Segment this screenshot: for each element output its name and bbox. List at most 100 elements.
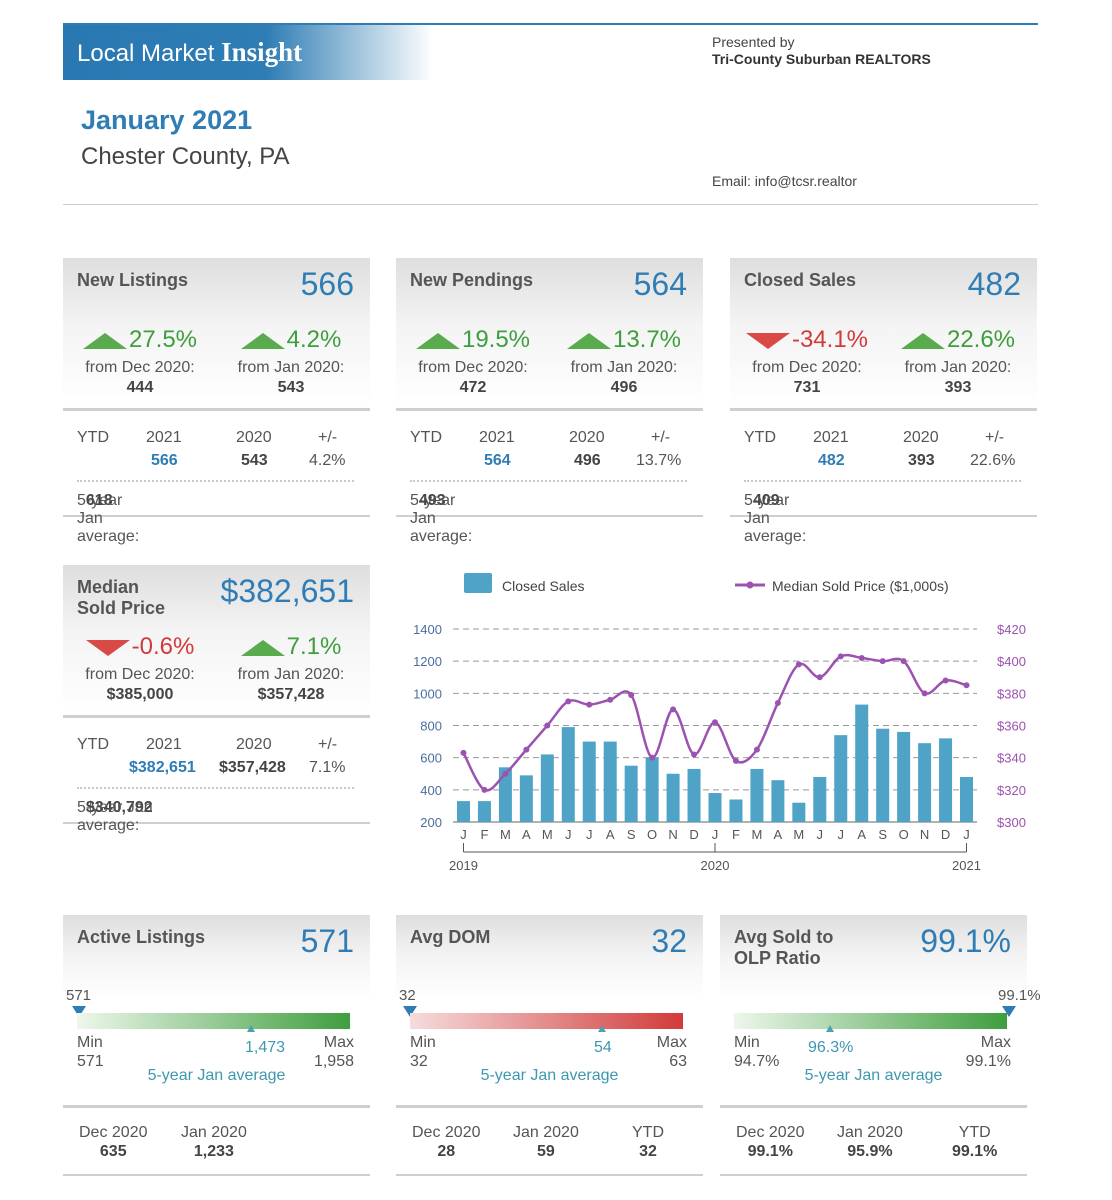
bar-closed-sales	[603, 741, 617, 822]
presented-by-label: Presented by	[712, 34, 795, 50]
card-new-pendings: New Pendings 564 19.5% 13.7% from Dec 20…	[396, 258, 703, 545]
x-tick-label: N	[668, 827, 677, 842]
year-label: 2021	[952, 858, 981, 873]
mom-change: 27.5%	[65, 326, 215, 354]
bar-closed-sales	[477, 801, 491, 822]
point-median-price	[942, 677, 949, 684]
current-marker-icon	[72, 1006, 86, 1017]
gauge-footer: Dec 2020 28 Jan 2020 59 YTD 32	[396, 1108, 703, 1176]
footer-item: Jan 2020 1,233	[181, 1124, 247, 1160]
bar-closed-sales	[540, 754, 554, 822]
gauge-sold-olp-ratio: Avg Sold to OLP Ratio 99.1% 99.1% Min 94.7…	[720, 915, 1041, 1176]
organization-name: Tri-County Suburban REALTORS	[712, 51, 931, 67]
x-tick-label: M	[500, 827, 511, 842]
point-median-price	[858, 654, 865, 661]
card-value: 482	[967, 266, 1021, 302]
point-median-price	[795, 661, 802, 668]
yoy-from: from Jan 2020: 543	[237, 359, 345, 396]
yoy-from: from Jan 2020: 496	[570, 359, 678, 396]
bar-closed-sales	[708, 793, 722, 822]
x-tick-label: J	[460, 827, 467, 842]
ytd-section: YTD 2021 2020 +/- 564 496 13.7% 5-year J…	[396, 411, 703, 545]
gauge-average-label: 5-year Jan average	[804, 1067, 943, 1084]
x-tick-label: A	[522, 827, 531, 842]
card-new-listings: New Listings 566 27.5% 4.2% from Dec 202…	[63, 258, 370, 545]
card-title: Median Sold Price	[77, 577, 166, 618]
report-county: Chester County, PA	[81, 143, 290, 170]
bar-closed-sales	[771, 780, 785, 822]
x-tick-label: F	[732, 827, 740, 842]
point-median-price	[753, 746, 760, 753]
x-tick-label: A	[606, 827, 615, 842]
gauge-title: Avg DOM	[410, 927, 491, 947]
point-median-price	[649, 754, 656, 761]
bar-closed-sales	[960, 776, 974, 822]
ytd-change: 22.6%	[970, 452, 1016, 469]
card-value: 566	[300, 266, 354, 302]
bar-closed-sales	[561, 727, 575, 822]
up-arrow-icon	[82, 332, 127, 349]
ytd-section: YTD 2021 2020 +/- 566 543 4.2% 5-year Ja…	[63, 411, 370, 545]
x-tick-label: J	[817, 827, 824, 842]
gauge-title: Avg Sold to OLP Ratio	[734, 927, 834, 968]
x-tick-label: J	[586, 827, 593, 842]
up-arrow-icon	[415, 332, 460, 349]
ytd-change: 4.2%	[309, 452, 346, 469]
point-median-price	[586, 701, 593, 708]
ytd-previous: 543	[241, 452, 268, 469]
point-median-price	[963, 682, 970, 689]
gauge-average-label: 5-year Jan average	[480, 1067, 619, 1084]
point-median-price	[544, 722, 551, 729]
y-right-tick: $320	[997, 783, 1026, 798]
point-median-price	[502, 770, 509, 777]
five-year-average: 5-year Jan average: 618	[77, 492, 140, 545]
y-right-tick: $340	[997, 751, 1026, 766]
mom-from: from Dec 2020: 731	[752, 359, 862, 396]
gauge-value: 99.1%	[920, 923, 1011, 959]
y-left-tick: 400	[420, 783, 442, 798]
bar-closed-sales	[750, 768, 764, 822]
x-tick-label: M	[542, 827, 553, 842]
ytd-previous: 496	[574, 452, 601, 469]
gauge-title: Active Listings	[77, 927, 206, 947]
five-year-average: 5-year Jan average: 409	[744, 492, 807, 545]
up-arrow-icon	[240, 332, 285, 349]
bar-closed-sales	[687, 768, 701, 822]
card-value: 564	[633, 266, 687, 302]
ytd-section: YTD 2021 2020 +/- 482 393 22.6% 5-year J…	[730, 411, 1037, 545]
card-title: New Pendings	[410, 270, 534, 290]
point-median-price	[460, 749, 467, 756]
year-label: 2020	[701, 858, 730, 873]
y-right-tick: $300	[997, 815, 1026, 830]
bar-closed-sales	[876, 728, 890, 822]
mom-change: -34.1%	[732, 326, 882, 354]
ytd-current: 566	[151, 452, 178, 469]
dotted-divider	[77, 480, 354, 482]
x-tick-label: D	[941, 827, 950, 842]
point-median-price	[523, 746, 530, 753]
yoy-change: 22.6%	[883, 326, 1033, 354]
gauge-min: Min 94.7%	[734, 1034, 780, 1070]
x-tick-label: J	[838, 827, 845, 842]
bar-closed-sales	[834, 735, 848, 822]
card-title: Closed Sales	[744, 270, 857, 290]
gauge-max: Max 63	[656, 1034, 687, 1070]
card-title: New Listings	[77, 270, 189, 290]
contact-email: Email: info@tcsr.realtor	[712, 173, 857, 189]
legend-swatch-point	[746, 581, 754, 589]
card-closed-sales: Closed Sales 482 -34.1% 22.6% from Dec 2…	[730, 258, 1037, 545]
average-marker-icon	[826, 1025, 834, 1032]
x-tick-label: J	[565, 827, 572, 842]
brand-title: Local Market Insight	[77, 37, 303, 67]
x-tick-label: M	[751, 827, 762, 842]
five-year-average: 5-year Jan average: 493	[410, 492, 473, 545]
up-arrow-icon	[240, 639, 285, 656]
bar-closed-sales	[729, 799, 743, 822]
x-tick-label: A	[857, 827, 866, 842]
gauge-bar	[77, 1013, 350, 1029]
five-year-average: 5-year Jan average: $340,792	[77, 799, 153, 834]
current-marker-icon	[1002, 1006, 1016, 1017]
point-median-price	[565, 698, 572, 705]
ytd-current: $382,651	[129, 759, 196, 776]
bar-closed-sales	[519, 775, 533, 822]
